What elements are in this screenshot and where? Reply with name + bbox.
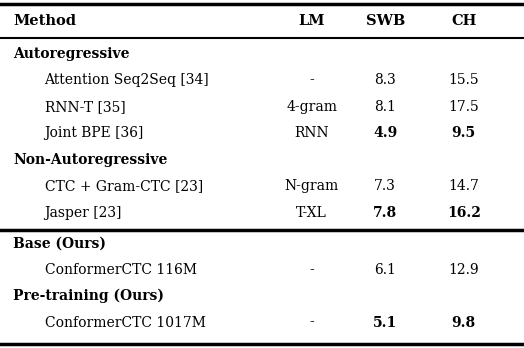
Text: 14.7: 14.7 [449, 179, 479, 193]
Text: RNN: RNN [294, 126, 329, 140]
Text: 7.3: 7.3 [374, 179, 396, 193]
Text: Autoregressive: Autoregressive [13, 47, 129, 61]
Text: -: - [309, 316, 314, 330]
Text: 8.1: 8.1 [374, 100, 396, 114]
Text: RNN-T [35]: RNN-T [35] [45, 100, 125, 114]
Text: 16.2: 16.2 [447, 206, 481, 220]
Text: 4.9: 4.9 [373, 126, 397, 140]
Text: 15.5: 15.5 [449, 73, 479, 87]
Text: 9.5: 9.5 [452, 126, 476, 140]
Text: T-XL: T-XL [297, 206, 327, 220]
Text: 9.8: 9.8 [452, 316, 476, 330]
Text: Base (Ours): Base (Ours) [13, 236, 106, 250]
Text: -: - [309, 263, 314, 277]
Text: ConformerCTC 1017M: ConformerCTC 1017M [45, 316, 205, 330]
Text: 8.3: 8.3 [374, 73, 396, 87]
Text: Joint BPE [36]: Joint BPE [36] [45, 126, 144, 140]
Text: 5.1: 5.1 [373, 316, 397, 330]
Text: 12.9: 12.9 [449, 263, 479, 277]
Text: -: - [309, 73, 314, 87]
Text: 17.5: 17.5 [449, 100, 479, 114]
Text: Pre-training (Ours): Pre-training (Ours) [13, 289, 164, 303]
Text: Non-Autoregressive: Non-Autoregressive [13, 153, 168, 167]
Text: 6.1: 6.1 [374, 263, 396, 277]
Text: LM: LM [299, 14, 325, 28]
Text: ConformerCTC 116M: ConformerCTC 116M [45, 263, 196, 277]
Text: 4-gram: 4-gram [286, 100, 337, 114]
Text: SWB: SWB [366, 14, 405, 28]
Text: CH: CH [451, 14, 476, 28]
Text: 7.8: 7.8 [373, 206, 397, 220]
Text: Method: Method [13, 14, 76, 28]
Text: Attention Seq2Seq [34]: Attention Seq2Seq [34] [45, 73, 209, 87]
Text: CTC + Gram-CTC [23]: CTC + Gram-CTC [23] [45, 179, 203, 193]
Text: Jasper [23]: Jasper [23] [45, 206, 122, 220]
Text: N-gram: N-gram [285, 179, 339, 193]
